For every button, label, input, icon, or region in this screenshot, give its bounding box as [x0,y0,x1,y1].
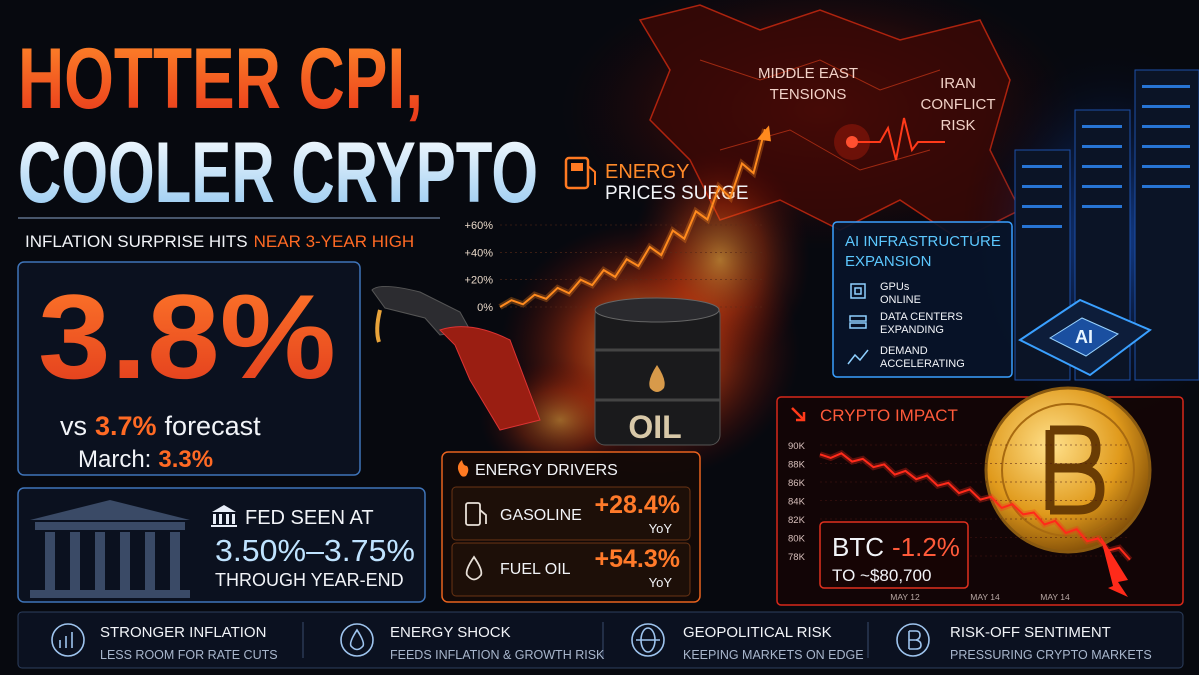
x-tick-label: MAY 14 [1040,592,1070,602]
map-label: RISK [940,117,975,134]
barrel-label: OIL [628,409,681,445]
crypto-title: CRYPTO IMPACT [820,406,958,425]
footer-title: RISK-OFF SENTIMENT [950,624,1111,641]
fuel-pump [371,286,541,431]
forecast-suffix: forecast [165,411,262,441]
prior-line: March: 3.3% [78,446,213,473]
ai-item: DATA CENTERS [880,311,963,323]
ai-title: EXPANSION [845,253,931,270]
forecast-prefix: vs [60,411,87,441]
subtitle-highlight: NEAR 3-YEAR HIGH [254,232,415,251]
ai-item: GPUs [880,281,910,293]
title-line: HOTTER CPI, [18,31,423,127]
driver-name: FUEL OIL [500,561,571,578]
energy-callout: ENERGY [605,161,689,183]
forecast-line: vs 3.7% forecast [60,411,261,441]
y-tick-label: 82K [788,515,806,526]
subtitle-text: INFLATION SURPRISE HITS [25,232,248,251]
driver-icons [465,502,487,581]
btc-change: -1.2% [892,532,960,562]
drop-arrow [1100,535,1128,597]
y-tick-label: 88K [788,460,806,471]
data-line [499,129,766,308]
y-tick-label: 86K [788,478,806,489]
map-label: MIDDLE EAST [758,65,858,82]
btc-asset: BTC [832,532,884,562]
y-tick-label: 80K [788,534,806,545]
btc-badge [819,521,969,589]
prior-value: 3.3% [158,446,213,473]
fed-note: THROUGH YEAR-END [215,570,404,590]
footer-subtitle: FEEDS INFLATION & GROWTH RISK [390,648,605,662]
drivers-title: ENERGY DRIVERS [475,462,618,479]
footer-title: STRONGER INFLATION [100,624,266,641]
footer-subtitle: LESS ROOM FOR RATE CUTS [100,648,278,662]
ai-item: DEMAND [880,345,928,357]
x-tick-label: MAY 12 [890,592,920,602]
oil-barrel: OIL [594,297,721,446]
fed-building [30,500,190,598]
cpi-value: 3.8% [38,270,336,404]
btc-line: BTC -1.2% [832,532,960,562]
driver-change: +28.4% [595,491,681,519]
y-tick-label: +40% [465,247,494,259]
forecast-value: 3.7% [95,411,157,441]
footer-icons [51,623,930,657]
bitcoin-rim [1001,403,1135,537]
cpi-panel [17,261,361,476]
ai-item: ACCELERATING [880,358,965,370]
ai-item: EXPANDING [880,324,944,336]
driver-row [451,542,691,597]
flame-icon [457,460,469,477]
y-tick-label: +60% [465,220,494,232]
y-tick-label: +20% [465,275,494,287]
subtitle: INFLATION SURPRISE HITS NEAR 3-YEAR HIGH [25,232,414,251]
ai-chip: AI [1018,298,1152,377]
driver-unit: YoY [649,575,673,590]
bank-icon [211,505,237,527]
ai-title: AI INFRASTRUCTURE [845,233,1001,250]
footer-title: ENERGY SHOCK [390,624,511,641]
footer-bar [17,611,1184,669]
arrow-head [757,125,771,142]
y-tick-label: 90K [788,441,806,452]
data-line [819,452,1131,561]
energy-callout: PRICES SURGE [605,183,749,204]
driver-unit: YoY [649,521,673,536]
footer-title: GEOPOLITICAL RISK [683,624,832,641]
btc-chart: 90K 88K 86K 84K 82K 80K 78K MAY 12 MAY 14 MAY 14 [788,441,1133,602]
conflict-pulse [834,117,945,161]
driver-name: GASOLINE [500,507,582,524]
btc-price: TO ~$80,700 [832,566,931,585]
fed-range: 3.50%–3.75% [215,533,415,568]
footer-subtitle: KEEPING MARKETS ON EDGE [683,648,864,662]
map-label: TENSIONS [770,86,847,103]
ai-panel [832,221,1013,378]
fuel-icon [564,156,596,190]
map-label: CONFLICT [921,96,996,113]
map-label: IRAN [940,75,976,92]
y-tick-label: 0% [477,302,493,314]
footer-dividers [302,622,869,658]
y-tick-label: 84K [788,497,806,508]
driver-row [451,486,691,541]
bitcoin-glyph [1045,425,1105,515]
y-tick-label: 78K [788,552,806,563]
chip-label: AI [1075,327,1093,347]
prior-label: March: [78,446,151,473]
ai-item: ONLINE [880,294,921,306]
down-icon [791,407,806,422]
energy-chart: +60% +40% +20% 0% [465,125,771,314]
driver-change: +54.3% [595,545,681,573]
title-line: COOLER CRYPTO [18,125,538,221]
footer-subtitle: PRESSURING CRYPTO MARKETS [950,648,1152,662]
x-tick-label: MAY 14 [970,592,1000,602]
ai-icons [847,283,869,365]
fed-label: FED SEEN AT [245,507,374,529]
